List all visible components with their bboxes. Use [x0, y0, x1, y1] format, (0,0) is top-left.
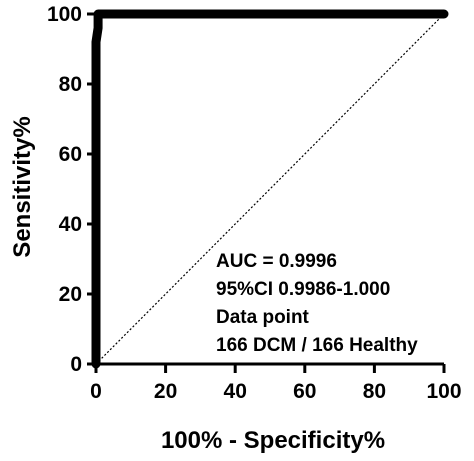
x-axis-label: 100% - Specificity%	[161, 427, 385, 454]
y-tick-label: 0	[70, 353, 82, 376]
y-tick-label: 40	[59, 213, 82, 236]
x-tick-label: 60	[293, 380, 316, 403]
y-tick-label: 60	[59, 143, 82, 166]
y-tick-label: 80	[59, 73, 82, 96]
annotation-line: 95%CI 0.9986-1.000	[216, 279, 390, 300]
y-tick-label: 20	[59, 283, 82, 306]
axes	[87, 12, 446, 373]
y-axis-label: Sensitivity%	[9, 116, 36, 257]
x-tick-label: 20	[154, 380, 177, 403]
y-tick-label: 100	[47, 3, 82, 26]
x-tick-label: 100	[426, 380, 461, 403]
x-tick-label: 80	[363, 380, 386, 403]
annotation-line: Data point	[216, 307, 310, 328]
x-tick-label: 0	[90, 380, 102, 403]
annotation-line: AUC = 0.9996	[216, 251, 337, 272]
annotation-line: 166 DCM / 166 Healthy	[216, 335, 418, 356]
labels: 0 20 40 60 80 100 0 20 40 60 80 100 100% - Specifici…	[9, 3, 462, 454]
x-tick-label: 40	[224, 380, 247, 403]
